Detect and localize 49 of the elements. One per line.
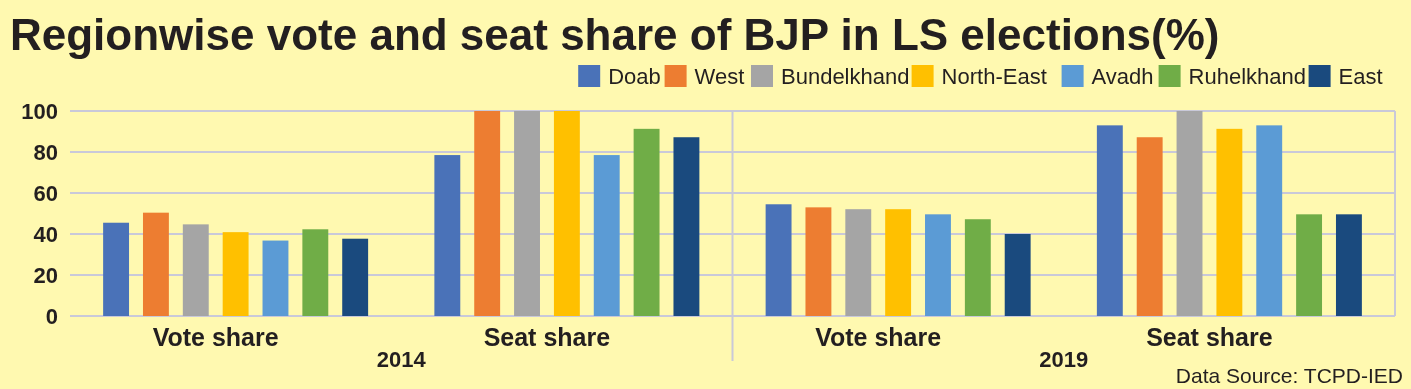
bar (342, 238, 369, 316)
legend-label: Doab (608, 64, 661, 89)
x-tick-label: Seat share (1146, 323, 1273, 351)
legend-label: Avadh (1091, 64, 1154, 89)
bar (633, 128, 660, 316)
bar (474, 111, 501, 316)
bar (1216, 128, 1243, 316)
bar (1176, 111, 1203, 316)
bar (1004, 234, 1031, 316)
bar (925, 214, 951, 316)
y-tick-label: 0 (45, 303, 58, 329)
bar (222, 232, 249, 316)
x-tick-label: Vote share (152, 323, 279, 351)
bar (434, 155, 461, 316)
bar (1136, 137, 1163, 316)
bar (1256, 125, 1283, 316)
bar (302, 229, 329, 316)
bar (845, 209, 872, 316)
bar (1096, 125, 1123, 316)
y-tick-label: 80 (33, 139, 58, 165)
bar (1296, 214, 1323, 316)
bar (1335, 214, 1362, 316)
legend-label: Ruhelkhand (1188, 64, 1307, 89)
legend-label: West (694, 64, 745, 89)
bar (182, 224, 209, 316)
bar (553, 111, 580, 316)
x-tick-label: Vote share (815, 323, 942, 351)
legend-label: North-East (941, 64, 1047, 89)
bar (805, 207, 832, 316)
x-tick-label: Seat share (483, 323, 611, 351)
bar (142, 212, 169, 316)
text: 2014 (376, 347, 427, 372)
bar (673, 137, 700, 316)
y-tick-label: 100 (21, 98, 58, 124)
text: 2019 (1039, 347, 1089, 372)
bar (765, 204, 792, 316)
bar (103, 222, 130, 316)
bar (964, 219, 991, 316)
bar (885, 209, 912, 316)
source-note: Data Source: TCPD-IED (1175, 364, 1403, 387)
y-tick-label: 60 (33, 180, 58, 206)
bar (262, 240, 289, 316)
bar (593, 155, 620, 316)
y-tick-label: 20 (33, 262, 58, 288)
chart-title: Regionwise vote and seat share of BJP in LS elections(%) (10, 10, 1220, 59)
legend-label: Bundelkhand (781, 64, 910, 89)
legend-label: East (1338, 64, 1383, 89)
bar (514, 111, 540, 316)
y-tick-label: 40 (33, 221, 58, 247)
